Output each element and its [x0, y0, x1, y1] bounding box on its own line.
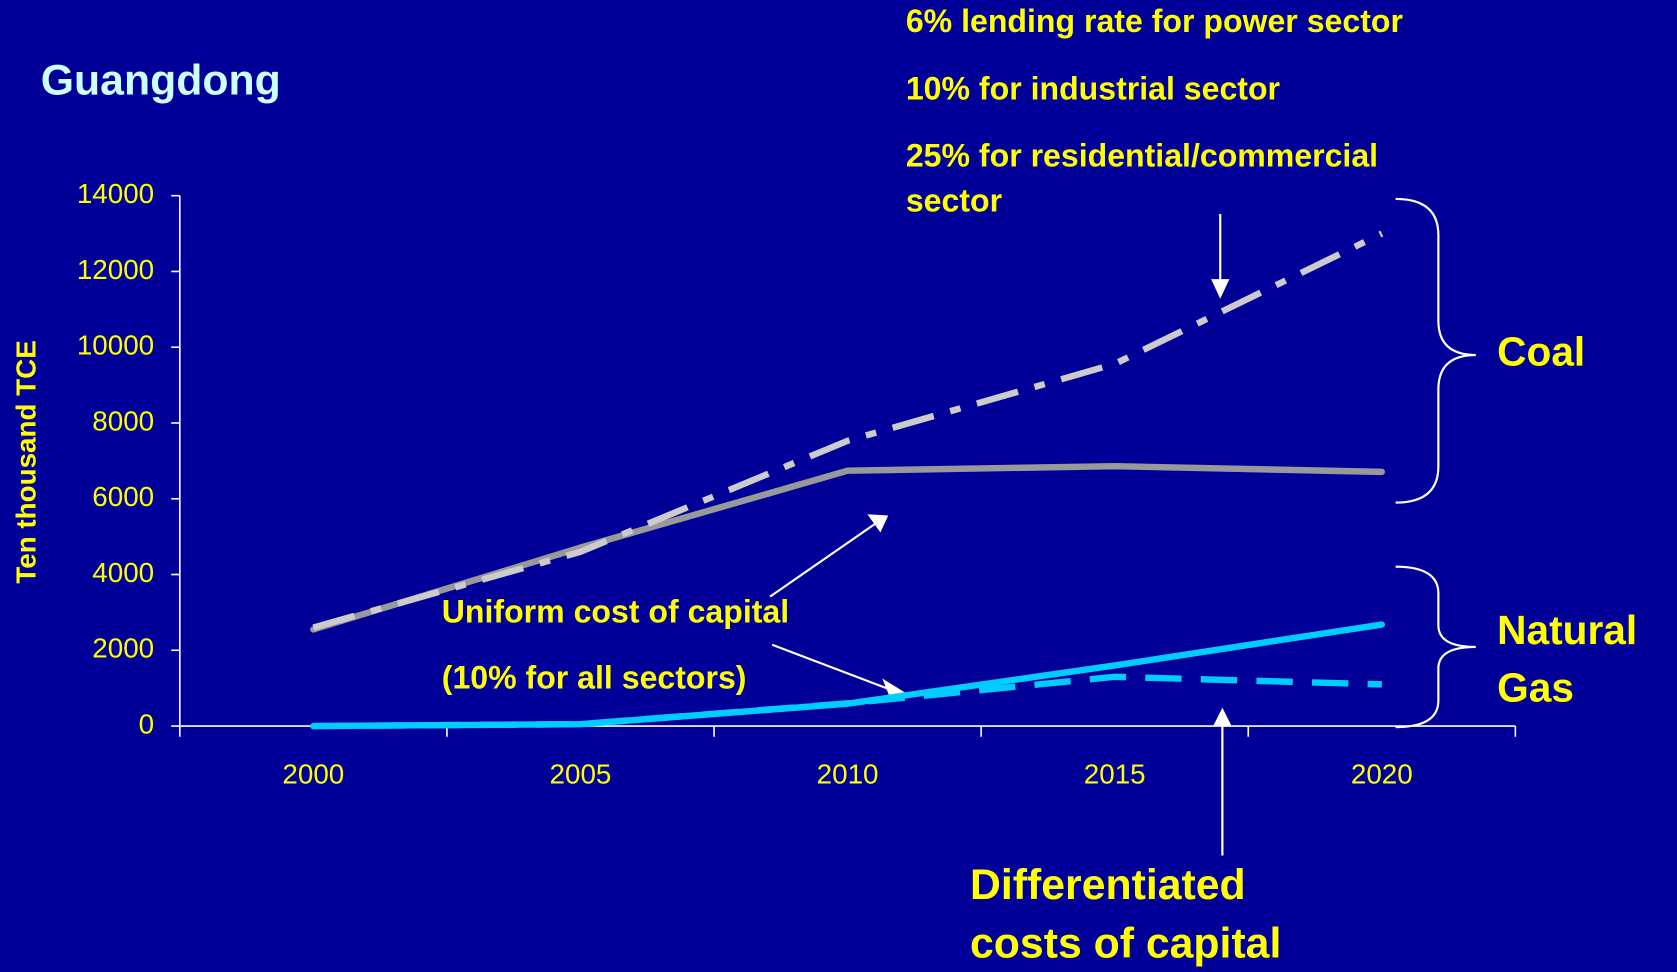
- annotation: Natural: [1497, 607, 1637, 653]
- annotation: costs of capital: [970, 920, 1281, 968]
- y-tick-label: 6000: [92, 481, 154, 512]
- annotation-shapes: [769, 197, 1476, 856]
- y-tick-label: 14000: [77, 178, 154, 209]
- annotation: 10% for industrial sector: [906, 70, 1280, 106]
- annotation: 6% lending rate for power sector: [906, 3, 1403, 39]
- annotation: Coal: [1497, 329, 1585, 375]
- annotation: Uniform cost of capital: [442, 593, 789, 629]
- series-line: [313, 673, 1382, 730]
- annotation: sector: [906, 183, 1002, 219]
- y-tick-label: 4000: [92, 557, 154, 588]
- y-axis-label: Ten thousand TCE: [10, 340, 41, 583]
- x-tick-label: 2015: [1084, 759, 1146, 790]
- annotation: (10% for all sectors): [442, 660, 747, 696]
- arrow-head: [1213, 707, 1232, 727]
- arrow: [771, 643, 889, 690]
- arrow-head: [867, 514, 889, 533]
- x-tick-label: 2010: [817, 759, 879, 790]
- chart-title: Guangdong: [41, 57, 281, 105]
- coal-brace: [1395, 197, 1476, 504]
- annotation: Differentiated: [970, 861, 1246, 909]
- arrow-head: [1211, 279, 1230, 299]
- arrow: [769, 523, 876, 598]
- annotation: 25% for residential/commercial: [906, 138, 1378, 174]
- y-tick-label: 8000: [92, 405, 154, 436]
- x-tick-label: 2020: [1351, 759, 1413, 790]
- series-line: [312, 230, 1384, 631]
- y-tick-label: 0: [139, 708, 154, 739]
- y-tick-label: 10000: [77, 330, 154, 361]
- y-tick-label: 12000: [77, 254, 154, 285]
- x-tick-label: 2000: [282, 759, 344, 790]
- x-tick-label: 2005: [550, 759, 612, 790]
- annotation: Gas: [1497, 665, 1574, 711]
- y-tick-label: 2000: [92, 633, 154, 664]
- gas-brace: [1395, 565, 1476, 729]
